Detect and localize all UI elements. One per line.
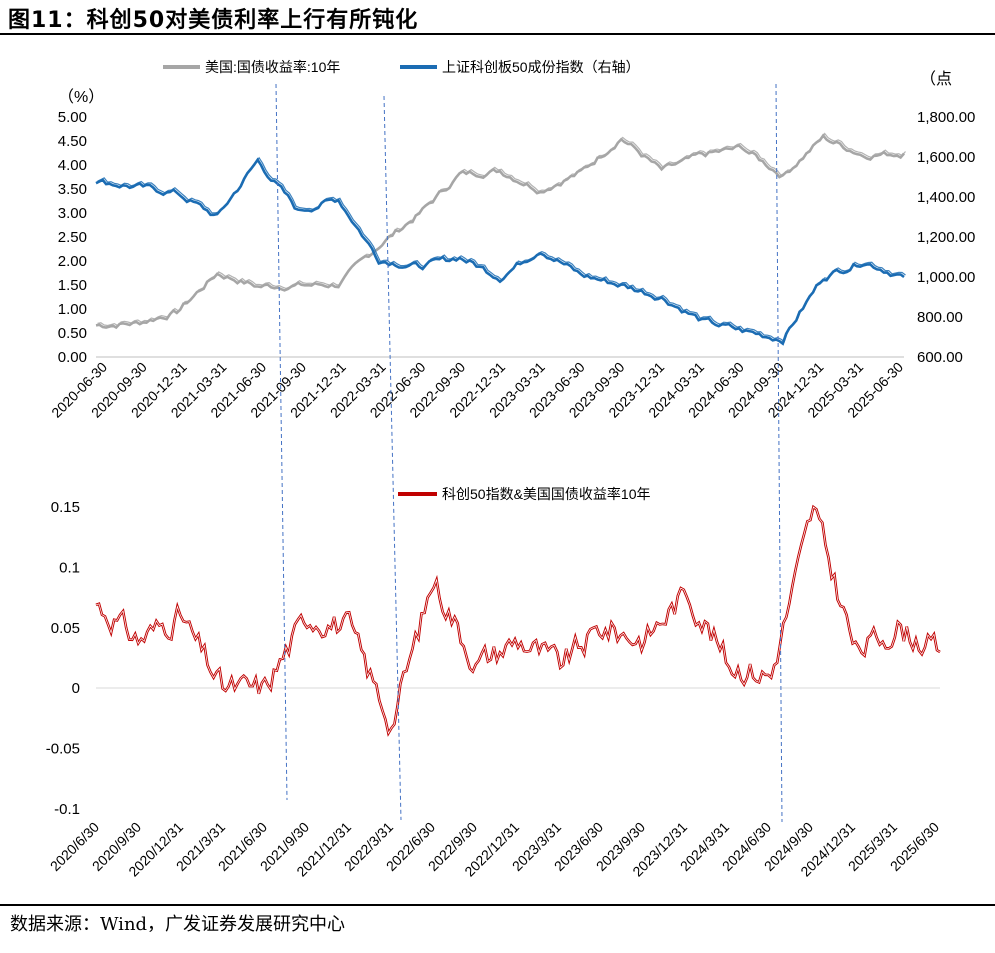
c1-series-star50 — [95, 157, 905, 346]
c1-left-tick-label: 2.50 — [58, 229, 87, 246]
c2-y-tick-label: 0.15 — [51, 499, 80, 516]
c2-y-tick-label: 0.05 — [51, 620, 80, 637]
c2-y-ticks: 0.15 0.1 0.05 0 -0.05 -0.1 — [46, 499, 80, 818]
c1-x-ticks: 2020-06-302020-09-302020-12-312021-03-31… — [48, 359, 906, 421]
c2-series-correlation — [95, 504, 941, 737]
c2-y-tick-label: -0.1 — [54, 801, 80, 818]
guide-lines — [275, 83, 783, 823]
c1-left-tick-label: 0.50 — [58, 325, 87, 342]
c1-right-axis-unit: （点 — [920, 70, 952, 88]
c1-right-tick-label: 1,800.00 — [917, 109, 975, 126]
c1-left-tick-label: 3.50 — [58, 181, 87, 198]
c1-series-star50-echo — [97, 156, 906, 343]
c1-legend-label-blue: 上证科创板50成份指数（右轴） — [442, 59, 640, 75]
c2-legend: 科创50指数&美国国债收益率10年 — [398, 486, 650, 502]
c2-series — [95, 504, 941, 737]
guide-line-2024q3 — [775, 83, 783, 823]
top-chart: 美国:国债收益率:10年 上证科创板50成份指数（右轴） （%） （点 5.00… — [48, 59, 975, 421]
c1-legend-label-gray: 美国:国债收益率:10年 — [205, 59, 340, 75]
c1-left-tick-label: 2.00 — [58, 253, 87, 270]
c1-left-tick-label: 0.00 — [58, 349, 87, 366]
c1-right-tick-label: 1,400.00 — [917, 189, 975, 206]
c1-right-tick-label: 1,200.00 — [917, 229, 975, 246]
c2-y-tick-label: 0 — [72, 680, 80, 697]
c2-y-tick-label: -0.05 — [46, 741, 80, 758]
top-rule — [0, 33, 995, 35]
c1-series-us10y-echo — [97, 132, 906, 327]
bottom-rule — [0, 904, 995, 906]
c1-right-tick-label: 600.00 — [917, 349, 963, 366]
c1-left-tick-label: 4.00 — [58, 157, 87, 174]
c1-right-ticks: 1,800.00 1,600.00 1,400.00 1,200.00 1,000.00… — [917, 109, 975, 366]
c1-left-tick-label: 1.50 — [58, 277, 87, 294]
c2-series-correlation-highlight — [95, 506, 941, 735]
c1-series — [95, 132, 906, 346]
c2-y-tick-label: 0.1 — [59, 559, 80, 576]
bottom-chart: 科创50指数&美国国债收益率10年 0.150.10.050-0.05-0.1 … — [46, 486, 942, 880]
c1-left-ticks: 5.00 4.50 4.00 3.50 3.00 2.50 2.00 1.50 1.00 0.50… — [58, 109, 87, 366]
c1-left-tick-label: 4.50 — [58, 133, 87, 150]
c1-left-tick-label: 5.00 — [58, 109, 87, 126]
c1-right-tick-label: 1,000.00 — [917, 269, 975, 286]
c1-right-tick-label: 1,600.00 — [917, 149, 975, 166]
c1-right-tick-label: 800.00 — [917, 309, 963, 326]
c1-left-tick-label: 1.00 — [58, 301, 87, 318]
c2-x-ticks: 2020/6/302020/9/302020/12/312021/3/31202… — [47, 819, 943, 880]
c2-legend-label: 科创50指数&美国国债收益率10年 — [442, 486, 650, 502]
guide-line-2022q2 — [383, 95, 402, 821]
figure-title: 图11：科创50对美债利率上行有所钝化 — [8, 8, 419, 33]
guide-line-2021q3 — [275, 83, 288, 801]
c1-series-us10y — [95, 133, 905, 330]
c1-left-tick-label: 3.00 — [58, 205, 87, 222]
source-note: 数据来源：Wind，广发证券发展研究中心 — [10, 914, 346, 935]
c1-left-axis-unit: （%） — [58, 88, 104, 106]
c1-legend: 美国:国债收益率:10年 上证科创板50成份指数（右轴） — [163, 59, 640, 75]
